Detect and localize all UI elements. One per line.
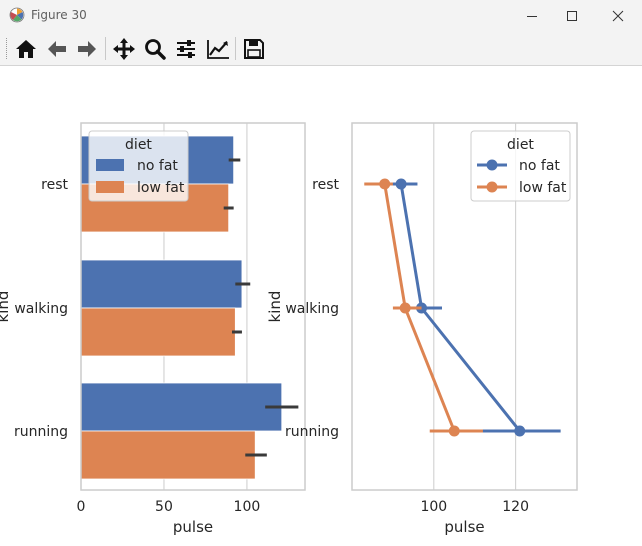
zoom-icon: [145, 38, 166, 60]
point-low-fat: [448, 425, 460, 437]
point-no-fat: [395, 178, 407, 190]
arrow-right-icon: [78, 40, 96, 57]
axes-frame: [351, 122, 578, 491]
matplotlib-icon: [9, 7, 25, 23]
back-button[interactable]: [43, 35, 71, 62]
home-button[interactable]: [12, 35, 40, 62]
bar-low-fat: [80, 430, 256, 480]
x-axis-label: pulse: [173, 518, 213, 536]
axes-frame: [80, 122, 306, 491]
y-tick-label: running: [14, 424, 68, 440]
arrow-left-icon: [48, 40, 66, 57]
y-tick-label: rest: [312, 177, 339, 193]
toolbar-separator: [105, 37, 106, 60]
point-low-fat: [379, 178, 391, 190]
home-icon: [16, 39, 36, 58]
x-tick-label: 100: [420, 499, 447, 515]
point-low-fat: [399, 302, 411, 314]
navigation-toolbar: [0, 32, 642, 66]
save-icon: [244, 38, 264, 59]
minimize-button[interactable]: [510, 0, 554, 32]
x-axis-label: pulse: [444, 518, 484, 536]
legend-marker: [486, 181, 498, 193]
legend-entry: low fat: [519, 180, 567, 196]
pan-button[interactable]: [110, 35, 138, 62]
legend-title: diet: [507, 137, 534, 153]
move-icon: [113, 37, 135, 60]
y-tick-label: walking: [14, 301, 68, 317]
bar-low-fat: [80, 307, 236, 357]
figure-canvas[interactable]: rest walking running 0 50 100 pulse kind diet no …: [0, 66, 642, 546]
legend-swatch: [96, 159, 124, 171]
bar-no-fat: [80, 259, 243, 309]
customize-button[interactable]: [204, 35, 232, 62]
legend-title: diet: [125, 137, 152, 153]
x-tick-label: 120: [502, 499, 529, 515]
y-axis-label: kind: [0, 291, 12, 323]
bar-no-fat: [80, 382, 283, 432]
title-bar[interactable]: Figure 30: [0, 0, 642, 32]
close-button[interactable]: [596, 0, 640, 32]
x-tick-label: 0: [77, 499, 86, 515]
sliders-icon: [177, 39, 195, 58]
legend-entry: no fat: [137, 158, 178, 174]
legend-entry: no fat: [519, 158, 560, 174]
maximize-icon: [567, 11, 577, 21]
x-tick-label: 100: [234, 499, 261, 515]
y-tick-label: running: [285, 424, 339, 440]
legend-entry: low fat: [137, 180, 185, 196]
legend-swatch: [96, 181, 124, 193]
forward-button[interactable]: [73, 35, 101, 62]
subplots-button[interactable]: [172, 35, 200, 62]
save-button[interactable]: [240, 35, 268, 62]
point-no-fat: [514, 425, 526, 437]
y-tick-label: walking: [285, 301, 339, 317]
maximize-button[interactable]: [550, 0, 594, 32]
legend-marker: [486, 159, 498, 171]
line-chart-icon: [207, 39, 229, 59]
y-tick-label: rest: [41, 177, 68, 193]
zoom-button[interactable]: [141, 35, 169, 62]
minimize-icon: [527, 16, 537, 17]
close-icon: [612, 10, 624, 22]
y-axis-label: kind: [266, 291, 284, 323]
x-tick-label: 50: [155, 499, 173, 515]
window-title: Figure 30: [31, 8, 87, 22]
figure: rest walking running 0 50 100 pulse kind diet no …: [0, 122, 578, 536]
toolbar-separator: [235, 37, 236, 60]
toolbar-grip[interactable]: [6, 38, 9, 59]
